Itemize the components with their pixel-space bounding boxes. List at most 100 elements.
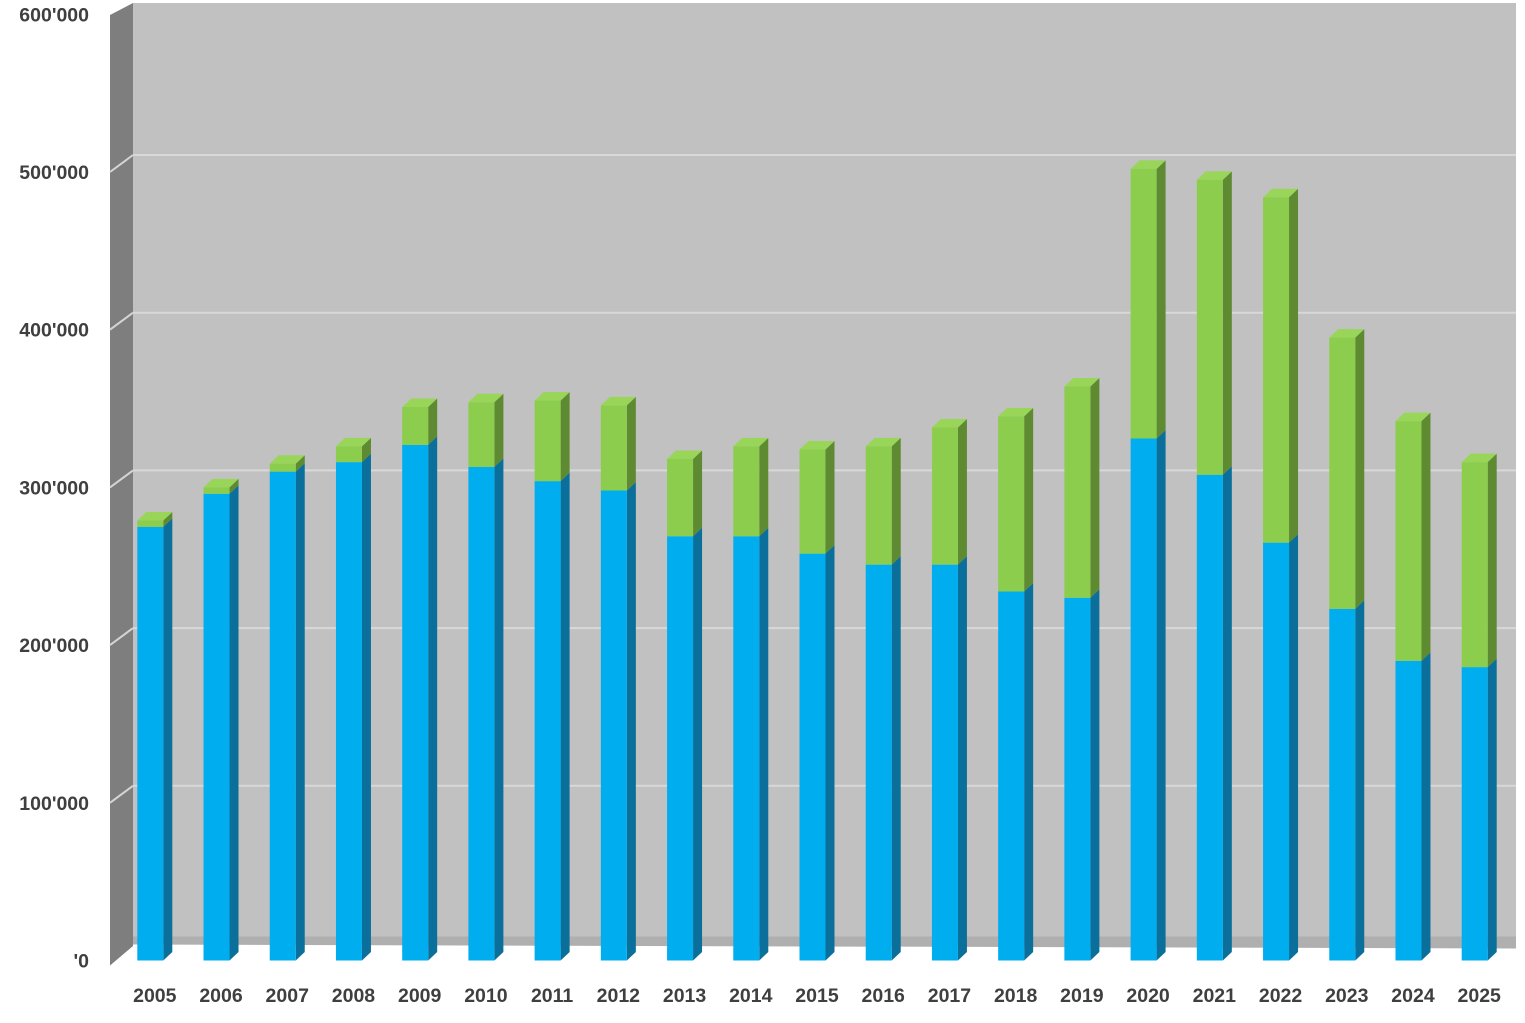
bar-2016-blue-front — [865, 564, 892, 961]
bar-2015-blue-front — [799, 553, 826, 961]
bar-2023-green-side — [1355, 329, 1365, 609]
bar-2024-blue-side — [1421, 652, 1431, 961]
bar-2006-green-side — [229, 478, 239, 494]
bar-2007 — [269, 455, 305, 961]
bar-2022-green-top — [1263, 188, 1299, 198]
bar-2018-green-front — [998, 416, 1025, 592]
x-tick-label-2017: 2017 — [928, 985, 971, 1007]
bar-2021-green-top — [1196, 171, 1232, 180]
bar-2007-green-front — [269, 463, 296, 472]
bar-2020-green-top — [1130, 160, 1166, 169]
bar-2009-green-top — [402, 398, 438, 407]
y-tick-label-1: 100'000 — [19, 793, 89, 815]
bar-2020-green-front — [1130, 168, 1157, 439]
bar-2018-green-top — [998, 407, 1034, 417]
bar-2023-green-front — [1329, 337, 1356, 609]
bar-2022-blue-side — [1289, 534, 1299, 961]
bar-2019-green-side — [1090, 377, 1100, 598]
wall-gridline-300000 — [109, 469, 134, 489]
x-tick-label-2007: 2007 — [266, 985, 309, 1007]
bar-2008 — [335, 437, 371, 961]
bar-2013-green-side — [693, 450, 703, 537]
bar-2022-green-side — [1289, 188, 1299, 543]
bar-2015-blue-side — [825, 545, 835, 961]
x-tick-label-2018: 2018 — [994, 985, 1038, 1007]
bar-2011-green-front — [534, 400, 561, 482]
bar-2013-blue-front — [667, 536, 694, 961]
bar-2008-green-top — [335, 437, 371, 447]
bar-2014-green-top — [733, 437, 769, 447]
bar-2018-blue-side — [1024, 582, 1034, 961]
bar-2020-blue-side — [1156, 430, 1166, 961]
y-tick-label-6: 600'000 — [19, 4, 89, 26]
bar-2012-blue-side — [626, 482, 636, 961]
bar-2012 — [600, 396, 636, 961]
left-wall — [110, 3, 133, 966]
x-tick-label-2016: 2016 — [862, 985, 906, 1007]
bar-2007-green-top — [269, 455, 305, 464]
bar-2024-green-side — [1421, 412, 1431, 661]
bar-2005-blue-front — [137, 526, 164, 961]
x-tick-label-2022: 2022 — [1259, 985, 1303, 1007]
bar-2006-green-front — [203, 487, 230, 494]
bar-2017-blue-front — [931, 564, 958, 961]
bar-2021-blue-side — [1222, 466, 1232, 961]
bar-2021-green-front — [1196, 179, 1223, 475]
x-tick-label-2020: 2020 — [1126, 985, 1170, 1007]
y-tick-label-0: '0 — [74, 951, 90, 973]
bar-2011-green-top — [534, 392, 570, 401]
bar-2010-green-top — [468, 393, 504, 403]
bar-2017 — [931, 418, 967, 961]
bar-2012-blue-front — [600, 490, 627, 961]
bar-2016-green-top — [865, 437, 901, 447]
bar-2009-green-side — [428, 398, 438, 445]
bar-2022 — [1263, 188, 1299, 961]
bar-2019-green-top — [1064, 377, 1100, 387]
bar-2009 — [402, 398, 438, 961]
x-tick-label-2021: 2021 — [1193, 985, 1237, 1007]
x-tick-label-2019: 2019 — [1060, 985, 1104, 1007]
wall-gridline-200000 — [109, 627, 134, 646]
x-tick-label-2011: 2011 — [531, 985, 573, 1007]
bar-2017-green-front — [931, 427, 958, 565]
bar-2006-blue-side — [229, 485, 239, 961]
bar-2007-blue-front — [269, 471, 296, 961]
bar-2005-green-top — [137, 512, 173, 521]
bar-2025-green-side — [1487, 453, 1497, 668]
bar-2023-blue-side — [1355, 600, 1365, 961]
bar-2025-blue-front — [1461, 667, 1488, 961]
wall-gridline-500000 — [109, 154, 134, 173]
bar-2022-blue-front — [1263, 542, 1290, 961]
x-tick-label-2008: 2008 — [332, 985, 376, 1007]
bar-2020 — [1130, 160, 1166, 961]
x-tick-label-2024: 2024 — [1391, 985, 1435, 1007]
bar-2015-green-front — [799, 449, 826, 554]
x-tick-label-2015: 2015 — [795, 985, 839, 1007]
bar-2014-blue-front — [733, 536, 760, 961]
bar-2009-blue-side — [428, 436, 438, 961]
bar-2017-green-side — [957, 418, 967, 565]
bar-2011-green-side — [560, 392, 570, 482]
bar-2005-green-side — [163, 512, 173, 527]
bar-2011-blue-front — [534, 481, 561, 961]
bar-2025-green-front — [1461, 462, 1488, 668]
bar-2016-blue-side — [891, 556, 901, 961]
bar-2007-green-side — [295, 455, 305, 472]
bar-2023-green-top — [1329, 329, 1365, 338]
bar-2011-blue-side — [560, 472, 570, 961]
x-tick-label-2025: 2025 — [1458, 985, 1502, 1007]
bar-2008-blue-front — [335, 462, 362, 961]
bar-2024-green-top — [1395, 412, 1431, 422]
bar-2025-blue-side — [1487, 658, 1497, 961]
bar-2012-green-side — [626, 396, 636, 491]
bar-2007-blue-side — [295, 463, 305, 961]
bar-2006 — [203, 478, 239, 961]
bar-2005-green-front — [137, 520, 164, 527]
bar-2016-green-front — [865, 446, 892, 565]
x-tick-label-2014: 2014 — [729, 985, 773, 1007]
bar-2019-blue-front — [1064, 597, 1091, 961]
wall-gridline-400000 — [109, 311, 134, 331]
bar-2013-green-top — [667, 450, 703, 460]
